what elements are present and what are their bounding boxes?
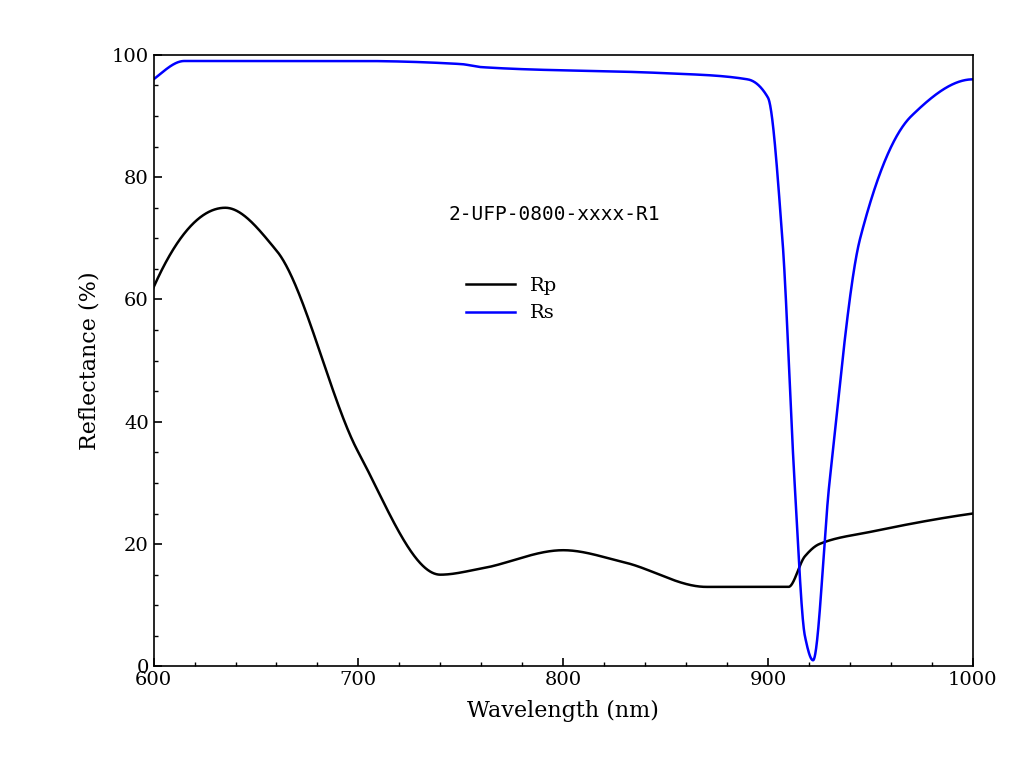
Line: Rs: Rs xyxy=(154,61,973,660)
Line: Rp: Rp xyxy=(154,208,973,587)
Rp xyxy=(967,509,979,518)
Rs xyxy=(742,75,755,85)
Rp xyxy=(901,520,913,529)
Rp xyxy=(147,282,160,292)
X-axis label: Wavelength (nm): Wavelength (nm) xyxy=(467,700,659,723)
Rp xyxy=(219,203,231,212)
Rp xyxy=(492,560,504,569)
Rp xyxy=(700,583,713,592)
Rs xyxy=(147,74,160,84)
Rs xyxy=(807,655,819,665)
Y-axis label: Reflectance (%): Reflectance (%) xyxy=(79,271,100,450)
Rp xyxy=(743,583,756,592)
Rp xyxy=(499,558,511,568)
Rp xyxy=(537,548,549,557)
Rs xyxy=(499,64,511,73)
Text: 2-UFP-0800-xxxx-R1: 2-UFP-0800-xxxx-R1 xyxy=(449,205,660,224)
Rs xyxy=(492,64,504,73)
Legend: Rp, Rs: Rp, Rs xyxy=(458,269,565,330)
Rp xyxy=(942,513,954,522)
Rs xyxy=(901,116,913,125)
Rs xyxy=(942,82,954,92)
Rs xyxy=(178,56,190,66)
Rs xyxy=(537,65,549,74)
Rs xyxy=(967,74,979,84)
